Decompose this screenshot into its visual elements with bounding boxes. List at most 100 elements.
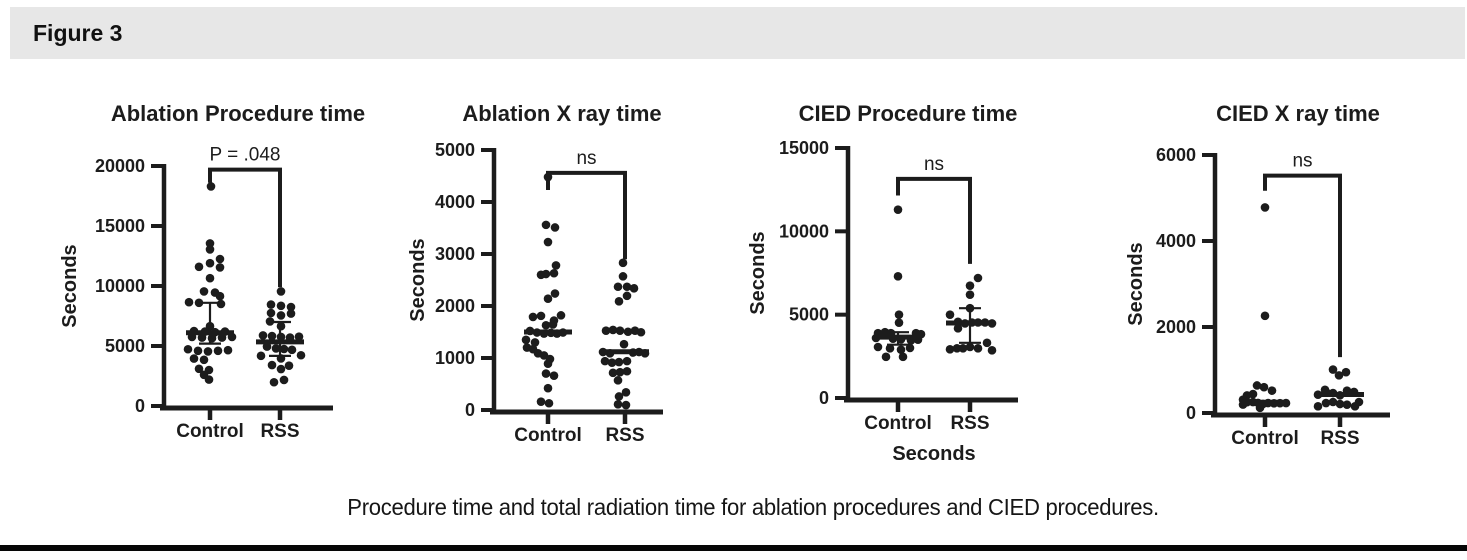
data-point	[276, 364, 286, 374]
data-point	[544, 398, 554, 408]
data-point	[528, 312, 538, 322]
data-point	[266, 300, 276, 309]
y-tick-label: 5000	[435, 140, 475, 160]
data-point	[267, 360, 277, 370]
data-point	[287, 345, 297, 355]
data-point	[549, 371, 559, 380]
data-point	[945, 310, 955, 319]
y-tick-label: 5000	[105, 336, 145, 356]
data-point	[1260, 311, 1270, 321]
significance-bracket	[896, 176, 972, 264]
data-point	[1252, 381, 1262, 390]
data-point	[266, 308, 276, 318]
data-point	[1335, 399, 1345, 409]
data-point	[189, 354, 199, 363]
y-tick-label: 5000	[789, 305, 829, 325]
y-tick-label: 0	[1186, 403, 1196, 423]
data-point	[894, 318, 904, 327]
x-category-label: Control	[176, 421, 244, 442]
data-point	[276, 287, 286, 296]
y-axis-title: Seconds	[1125, 242, 1147, 325]
significance-label: ns	[1292, 151, 1312, 172]
data-point	[205, 239, 215, 248]
data-point	[541, 320, 551, 330]
data-point	[549, 268, 559, 278]
data-point	[607, 358, 617, 367]
data-point	[551, 261, 561, 270]
x-category-label: RSS	[260, 421, 299, 442]
data-point	[1267, 386, 1277, 395]
data-point	[256, 351, 266, 361]
data-point	[958, 344, 968, 353]
y-tick-label: 0	[465, 400, 475, 420]
data-point	[622, 291, 632, 301]
y-tick-label: 15000	[779, 138, 829, 158]
data-point	[1350, 402, 1360, 411]
data-point	[541, 269, 551, 279]
data-point	[618, 258, 628, 268]
data-point	[276, 301, 286, 311]
data-point	[614, 357, 624, 367]
data-point	[614, 392, 624, 401]
data-point	[613, 399, 623, 409]
y-tick-label: 20000	[95, 156, 145, 176]
data-point	[982, 338, 992, 348]
data-point	[294, 332, 304, 341]
data-point	[284, 361, 294, 370]
data-point	[973, 344, 983, 353]
y-tick-label: 0	[819, 388, 829, 408]
data-point	[1255, 403, 1265, 413]
data-point	[622, 282, 632, 292]
data-point	[215, 291, 225, 301]
y-tick-label: 2000	[1156, 317, 1196, 337]
data-point	[276, 311, 286, 320]
data-point	[541, 369, 551, 378]
data-point	[1334, 371, 1344, 380]
data-point	[543, 383, 553, 393]
data-point	[206, 182, 216, 191]
data-point	[894, 310, 904, 319]
data-point	[556, 311, 566, 320]
data-point	[615, 326, 625, 336]
data-point	[1259, 382, 1269, 392]
significance-label: ns	[924, 154, 944, 175]
data-point	[1342, 400, 1352, 409]
y-tick-label: 6000	[1156, 145, 1196, 165]
data-point	[203, 347, 213, 356]
data-point	[905, 343, 915, 353]
data-point	[267, 331, 277, 341]
x-category-label: RSS	[605, 425, 644, 446]
chart-title: Ablation Procedure time	[111, 101, 365, 126]
chart-ablation-xray-time: Ablation X ray time 0 1000 2000 3000 4000 5000…	[407, 101, 663, 446]
chart-ablation-procedure-time: Ablation Procedure time 0 5000 10000 15000 20…	[59, 101, 365, 442]
data-point	[271, 344, 281, 353]
data-point	[619, 339, 629, 349]
x-category-label: RSS	[1320, 428, 1359, 449]
data-point	[543, 237, 553, 247]
data-point	[213, 346, 223, 356]
data-point	[1321, 398, 1331, 408]
data-point	[193, 346, 203, 356]
data-point	[215, 254, 225, 264]
data-point	[636, 327, 646, 337]
data-point	[536, 397, 546, 406]
data-point	[199, 287, 209, 296]
x-category-label: Control	[864, 413, 932, 434]
chart-cied-xray-time: CIED X ray time 0 2000 4000 6000 Seconds Contr…	[1125, 101, 1390, 449]
data-point	[548, 320, 558, 329]
data-point	[618, 272, 628, 281]
y-tick-label: 4000	[1156, 231, 1196, 251]
data-point	[1341, 367, 1351, 377]
data-point	[536, 311, 546, 321]
x-category-label: RSS	[950, 413, 989, 434]
data-point	[965, 342, 975, 352]
data-point	[614, 297, 624, 306]
data-point	[885, 344, 895, 353]
x-category-label: Control	[514, 425, 582, 446]
data-point	[1313, 402, 1323, 411]
y-tick-label: 3000	[435, 244, 475, 264]
data-point	[893, 272, 903, 281]
data-point	[521, 335, 531, 345]
data-point	[613, 376, 623, 385]
